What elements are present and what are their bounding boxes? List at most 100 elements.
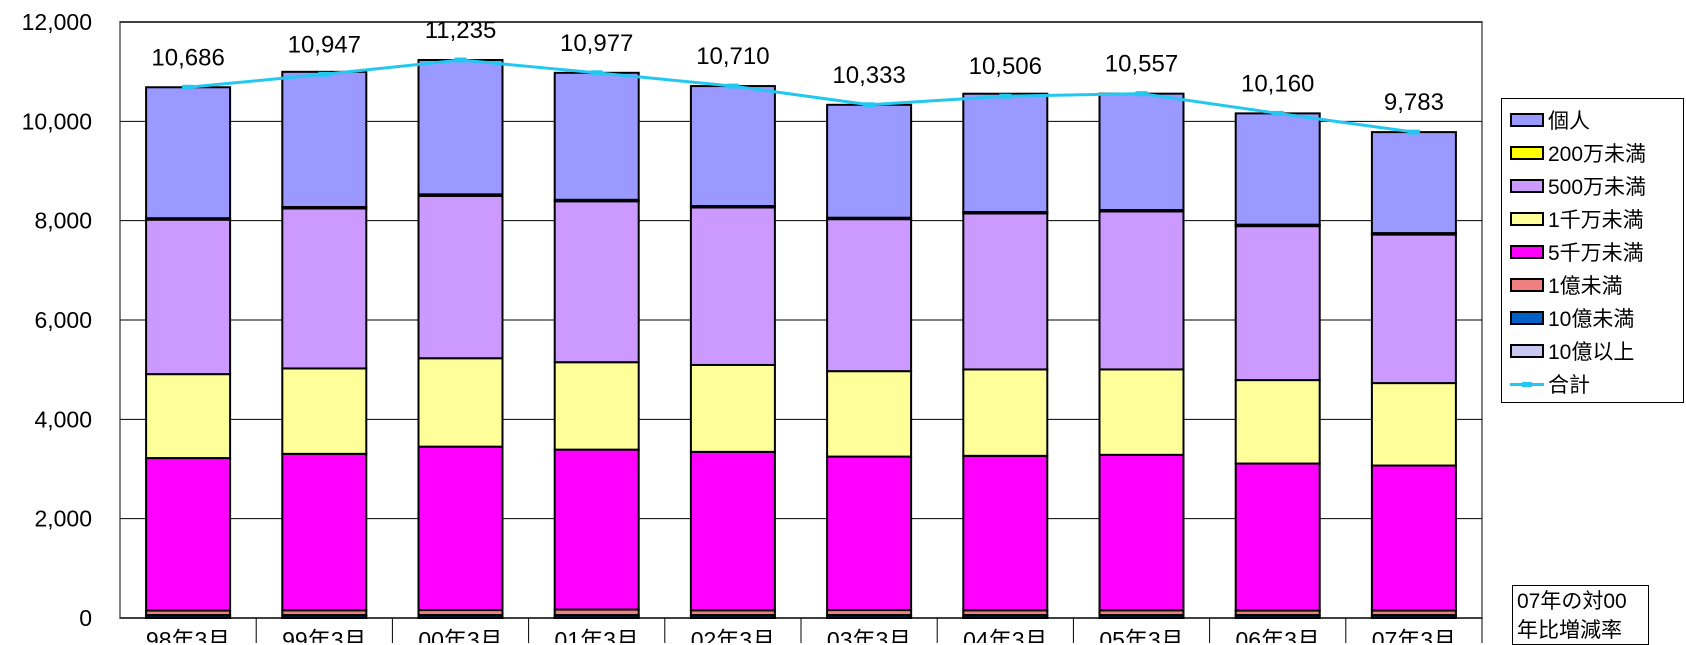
bar-segment (281, 367, 368, 455)
legend-label: 合計 (1548, 374, 1590, 397)
legend-label: 5千万未満 (1548, 242, 1644, 265)
legend: 個人 200万未満 500万未満 1千万未満 5千万未満 1億未満 10億未満 10億以上 合計 (1501, 98, 1684, 403)
total-data-label: 10,947 (288, 31, 361, 58)
y-tick-label: 4,000 (34, 406, 92, 432)
y-tick-label: 8,000 (34, 208, 92, 234)
legend-label: 200万未満 (1548, 143, 1647, 166)
legend-swatch (1510, 212, 1544, 226)
bar-segment (281, 207, 368, 370)
bar-segment (1370, 382, 1457, 467)
total-data-label: 10,977 (560, 30, 633, 57)
legend-swatch (1510, 311, 1544, 325)
x-axis-categories: 98年3月 99年3月 00年3月 01年3月 02年3月 03年3月 04年3月 05年3月… (146, 618, 1483, 643)
bar-segment (1234, 379, 1321, 465)
bar-segment (417, 445, 504, 612)
y-tick-label: 10,000 (22, 108, 92, 134)
note-line-1: 07年の対00 (1517, 590, 1627, 613)
y-tick-label: 0 (79, 605, 92, 631)
total-data-label: 10,686 (151, 44, 224, 71)
x-category-label: 02年3月 (691, 627, 775, 643)
bar-segment (826, 218, 913, 373)
x-category-label: 99年3月 (282, 627, 366, 643)
legend-item: 5千万未満 (1510, 237, 1644, 267)
bar-segment (962, 368, 1049, 457)
bars (145, 58, 1457, 620)
bar-segment (826, 103, 913, 219)
legend-swatch (1510, 245, 1544, 259)
bar-segment (417, 58, 504, 196)
note-box: 07年の対00 年比増減率 (1512, 585, 1649, 645)
note-line-2: 年比増減率 (1517, 619, 1622, 642)
bar-segment (1234, 112, 1321, 226)
y-tick-label: 6,000 (34, 307, 92, 333)
x-category-label: 03年3月 (827, 627, 911, 643)
bar-segment (145, 457, 232, 612)
legend-item: 10億以上 (1510, 336, 1634, 366)
total-point (454, 57, 467, 63)
bar-segment (1098, 453, 1185, 612)
bar-segment (553, 448, 640, 611)
legend-item: 合計 (1510, 369, 1590, 399)
bar-segment (553, 200, 640, 364)
x-category-label: 01年3月 (555, 627, 639, 643)
legend-swatch (1510, 278, 1544, 292)
total-point (318, 71, 331, 77)
legend-item: 1億未満 (1510, 270, 1623, 300)
bar-segment (1098, 368, 1185, 456)
bar-segment (1234, 225, 1321, 382)
total-point (1271, 110, 1284, 116)
bar-segment (145, 218, 232, 376)
total-line-path (187, 58, 1415, 134)
total-data-label: 10,710 (696, 43, 769, 70)
legend-label: 1億未満 (1548, 275, 1623, 298)
bar-segment (1370, 131, 1457, 235)
bar-segment (826, 455, 913, 612)
legend-label: 10億以上 (1548, 341, 1635, 364)
total-line (182, 57, 1420, 135)
total-point (863, 102, 876, 108)
total-point (1135, 91, 1148, 97)
legend-swatch (1510, 146, 1544, 160)
bar-segment (1098, 92, 1185, 211)
bar-segment (1098, 210, 1185, 371)
total-point (182, 84, 195, 90)
bar-segment (689, 363, 776, 453)
y-tick-label: 2,000 (34, 506, 92, 532)
total-data-label: 10,506 (969, 53, 1042, 80)
legend-item: 500万未満 (1510, 171, 1646, 201)
bar-segment (145, 86, 232, 220)
bar-segment (689, 206, 776, 366)
total-data-label: 10,557 (1105, 51, 1178, 78)
legend-item: 200万未満 (1510, 138, 1646, 168)
x-category-label: 06年3月 (1236, 627, 1320, 643)
bar-segment (1370, 464, 1457, 612)
legend-swatch (1510, 179, 1544, 193)
total-data-label: 11,235 (425, 17, 497, 44)
bar-segment (417, 194, 504, 360)
bar-segment (145, 373, 232, 460)
total-data-label: 10,160 (1241, 70, 1314, 97)
legend-label: 1千万未満 (1548, 209, 1644, 232)
bar-segment (281, 70, 368, 209)
total-labels: 10,686 10,947 11,235 10,977 10,710 10,333 10,5… (151, 17, 1444, 116)
x-category-label: 04年3月 (963, 627, 1047, 643)
legend-swatch (1510, 113, 1544, 127)
bar-segment (689, 85, 776, 208)
legend-item: 1千万未満 (1510, 204, 1644, 234)
x-category-label: 00年3月 (418, 627, 502, 643)
y-tick-label: 12,000 (22, 9, 92, 35)
bar-segment (962, 212, 1049, 371)
bar-segment (826, 370, 913, 458)
x-category-label: 05年3月 (1099, 627, 1183, 643)
total-point (999, 93, 1012, 99)
y-axis-ticks: 0 2,000 4,000 6,000 8,000 10,000 12,000 (22, 9, 92, 631)
legend-item: 10億未満 (1510, 303, 1634, 333)
x-category-label: 98年3月 (146, 627, 230, 643)
bar-segment (1370, 233, 1457, 385)
bar-segment (281, 452, 368, 612)
bar-segment (553, 71, 640, 201)
total-data-label: 10,333 (832, 62, 905, 89)
total-point (726, 83, 739, 89)
total-data-label: 9,783 (1384, 89, 1444, 116)
